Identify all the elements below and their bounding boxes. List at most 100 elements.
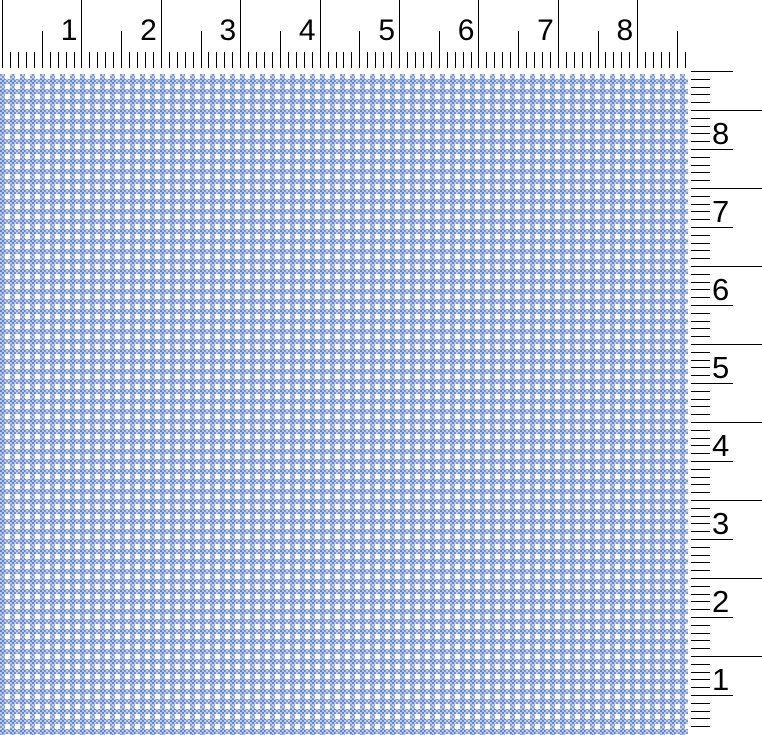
v-ruler-tick bbox=[691, 702, 710, 704]
v-ruler-tick bbox=[691, 156, 710, 158]
v-ruler-tick bbox=[691, 367, 710, 369]
v-ruler-label: 8 bbox=[712, 116, 730, 151]
h-ruler-tick bbox=[168, 52, 170, 68]
v-ruler-tick bbox=[691, 687, 710, 689]
h-ruler-tick bbox=[637, 0, 639, 68]
h-ruler-tick bbox=[653, 52, 655, 68]
v-ruler-tick bbox=[691, 141, 710, 143]
h-ruler-tick bbox=[73, 52, 75, 68]
v-ruler-label: 2 bbox=[712, 584, 730, 619]
h-ruler-label: 6 bbox=[457, 14, 475, 47]
v-ruler-tick bbox=[691, 578, 762, 579]
v-ruler-tick bbox=[691, 250, 710, 252]
h-ruler-tick bbox=[613, 52, 615, 68]
v-ruler-tick bbox=[691, 149, 733, 150]
v-ruler-tick bbox=[691, 468, 710, 470]
h-ruler-tick bbox=[661, 52, 662, 68]
h-ruler-tick bbox=[391, 52, 393, 68]
h-ruler-tick bbox=[589, 52, 591, 68]
h-ruler-tick bbox=[684, 52, 686, 68]
v-ruler-tick bbox=[691, 429, 710, 431]
v-ruler-tick bbox=[691, 609, 710, 611]
h-ruler-tick bbox=[303, 52, 305, 68]
h-ruler-tick bbox=[645, 52, 647, 68]
h-ruler-tick bbox=[17, 52, 19, 68]
h-ruler-tick bbox=[462, 52, 464, 68]
v-ruler-tick bbox=[691, 507, 710, 509]
h-ruler-tick bbox=[144, 52, 146, 68]
h-ruler-tick bbox=[256, 52, 258, 68]
v-ruler-tick bbox=[691, 585, 710, 587]
h-ruler-tick bbox=[510, 52, 512, 68]
v-ruler-tick bbox=[691, 546, 710, 548]
v-ruler-tick bbox=[691, 78, 710, 80]
v-ruler-tick bbox=[691, 640, 710, 642]
h-ruler-tick bbox=[2, 0, 3, 68]
v-ruler-tick bbox=[691, 484, 710, 486]
v-ruler-label: 6 bbox=[712, 272, 730, 307]
h-ruler-tick bbox=[152, 52, 154, 68]
v-ruler-tick bbox=[691, 500, 762, 501]
v-ruler-tick bbox=[691, 406, 710, 408]
v-ruler-tick bbox=[691, 445, 710, 447]
v-ruler-tick bbox=[691, 195, 710, 197]
v-ruler-tick bbox=[691, 289, 710, 291]
v-ruler-tick bbox=[691, 320, 710, 322]
h-ruler-tick bbox=[438, 31, 440, 68]
h-ruler-tick bbox=[224, 52, 226, 68]
h-ruler-label: 4 bbox=[298, 14, 316, 47]
v-ruler-tick bbox=[691, 593, 710, 595]
v-ruler-tick bbox=[691, 133, 710, 135]
v-ruler-tick bbox=[691, 601, 710, 603]
v-ruler-tick bbox=[691, 671, 710, 673]
h-ruler-tick bbox=[216, 52, 218, 68]
v-ruler-tick bbox=[691, 375, 710, 377]
v-ruler-tick bbox=[691, 624, 710, 626]
v-ruler-tick bbox=[691, 398, 710, 400]
v-ruler-label: 4 bbox=[712, 428, 730, 463]
h-ruler-tick bbox=[430, 52, 432, 68]
h-ruler-tick bbox=[89, 52, 91, 68]
v-ruler-tick bbox=[691, 492, 710, 494]
h-ruler-tick bbox=[359, 31, 361, 68]
v-ruler-tick bbox=[691, 648, 710, 650]
v-ruler-tick bbox=[691, 617, 733, 618]
horizontal-ruler[interactable]: 1 2 3 4 5 6 7 8 bbox=[0, 0, 762, 70]
v-ruler-tick bbox=[691, 523, 710, 525]
gingham-pattern-canvas[interactable] bbox=[0, 74, 688, 735]
v-ruler-tick bbox=[691, 656, 762, 657]
h-ruler-tick bbox=[470, 52, 472, 68]
h-ruler-tick bbox=[549, 52, 551, 68]
h-ruler-tick bbox=[81, 0, 83, 68]
v-ruler-tick bbox=[691, 476, 710, 478]
v-ruler-tick bbox=[691, 328, 710, 330]
v-ruler-tick bbox=[691, 102, 710, 104]
vertical-ruler[interactable]: 1 2 3 4 5 6 7 8 bbox=[690, 70, 762, 735]
h-ruler-tick bbox=[422, 52, 424, 68]
v-ruler-tick bbox=[691, 461, 733, 462]
h-ruler-tick bbox=[676, 31, 678, 68]
v-ruler-tick bbox=[691, 305, 733, 306]
h-ruler-tick bbox=[105, 52, 107, 68]
h-ruler-tick bbox=[192, 52, 194, 68]
v-ruler-tick bbox=[691, 570, 710, 572]
h-ruler-tick bbox=[160, 0, 162, 68]
h-ruler-tick bbox=[272, 52, 273, 68]
h-ruler-tick bbox=[446, 52, 448, 68]
h-ruler-tick bbox=[295, 52, 297, 68]
h-ruler-tick bbox=[97, 52, 99, 68]
v-ruler-tick bbox=[691, 422, 762, 423]
h-ruler-tick bbox=[176, 52, 178, 68]
h-ruler-tick bbox=[399, 0, 400, 68]
h-ruler-label: 1 bbox=[60, 14, 78, 47]
h-ruler-tick bbox=[478, 0, 480, 68]
v-ruler-tick bbox=[691, 273, 710, 275]
v-ruler-tick bbox=[691, 242, 710, 244]
h-ruler-tick bbox=[279, 31, 281, 68]
v-ruler-tick bbox=[691, 180, 710, 182]
v-ruler-tick bbox=[691, 562, 710, 564]
v-ruler-tick bbox=[691, 344, 762, 345]
h-ruler-tick bbox=[232, 52, 234, 68]
h-ruler-tick bbox=[383, 52, 385, 68]
